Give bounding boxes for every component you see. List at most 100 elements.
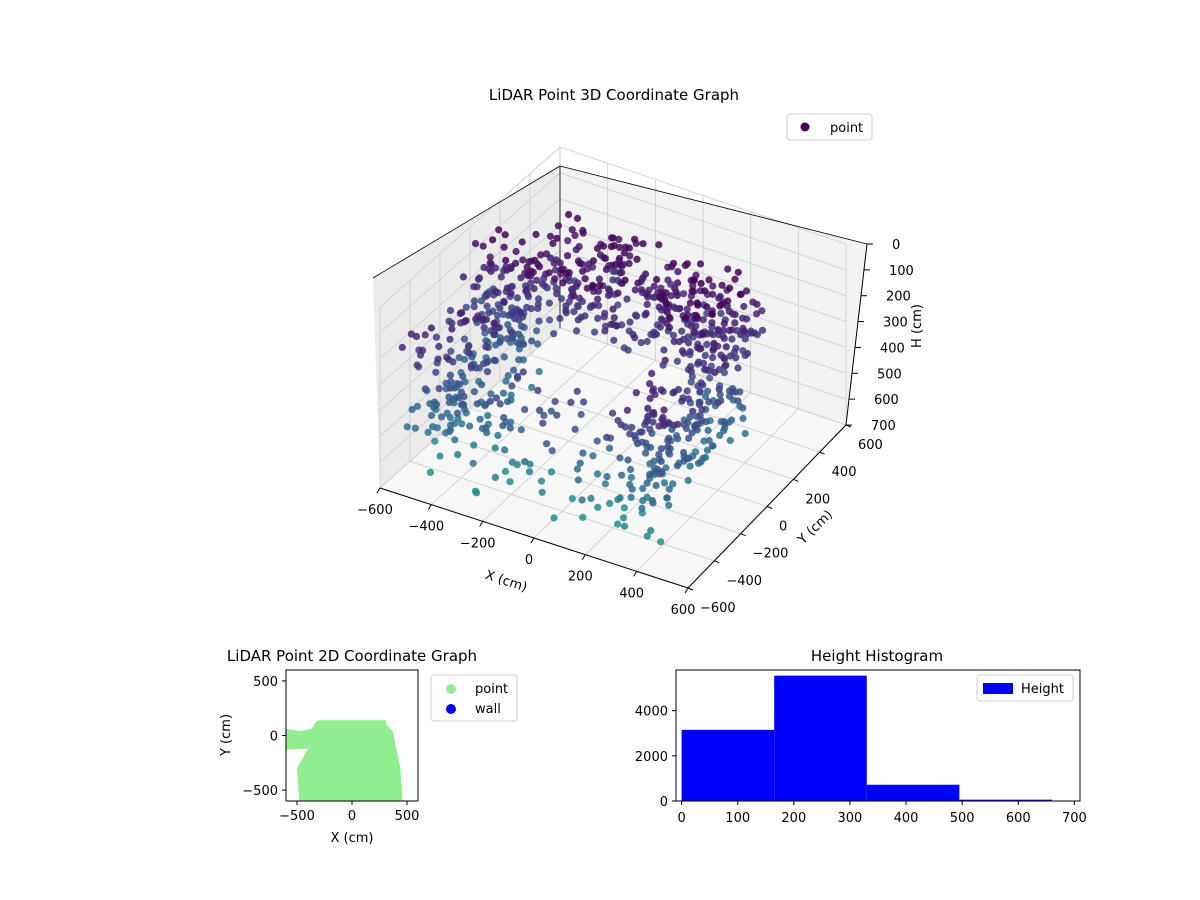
point-3d — [508, 458, 516, 466]
point-3d — [669, 480, 677, 488]
point-3d — [557, 266, 566, 274]
point-3d — [621, 276, 629, 284]
point-3d — [698, 406, 706, 414]
point-3d — [415, 363, 423, 371]
point-3d — [459, 372, 467, 380]
point-3d — [753, 300, 761, 308]
y-axis-label-2d: Y (cm) — [219, 714, 234, 757]
point-3d — [478, 381, 486, 389]
point-3d — [564, 237, 572, 245]
point-3d — [646, 425, 654, 433]
point-3d — [680, 421, 688, 429]
point-3d — [451, 436, 459, 444]
point-3d — [594, 314, 602, 322]
point-3d — [653, 275, 661, 284]
point-3d — [623, 406, 632, 414]
point-3d — [675, 305, 683, 313]
point-3d — [664, 443, 672, 451]
point-3d — [421, 385, 429, 393]
point-3d — [673, 462, 682, 470]
point-3d — [709, 290, 717, 298]
point-3d — [470, 303, 478, 311]
point-3d — [614, 301, 622, 309]
point-3d — [734, 364, 742, 372]
point-3d — [550, 330, 558, 338]
point-3d — [720, 334, 728, 342]
point-3d — [573, 214, 582, 222]
point-3d — [517, 426, 525, 434]
point-3d — [657, 315, 666, 323]
point-3d — [481, 293, 489, 301]
point-3d — [720, 355, 729, 363]
point-3d — [589, 283, 597, 291]
z-tick-label-3d: 700 — [871, 419, 896, 434]
point-3d — [483, 358, 491, 366]
point-3d — [665, 485, 673, 493]
point-3d — [651, 390, 659, 399]
point-3d — [412, 332, 421, 341]
point-3d — [443, 353, 451, 361]
point-3d — [471, 240, 480, 248]
point-3d — [581, 275, 589, 283]
point-3d — [673, 357, 682, 365]
x-tick-label-3d: 0 — [525, 553, 533, 568]
point-3d — [473, 489, 481, 497]
point-3d — [525, 258, 533, 266]
point-3d — [659, 413, 667, 421]
point-3d — [687, 378, 695, 386]
legend-2d-point-marker — [446, 684, 456, 694]
point-3d — [701, 365, 709, 373]
point-3d — [419, 346, 427, 354]
x-tick-label-3d: 600 — [671, 603, 696, 618]
point-3d — [483, 302, 491, 310]
point-3d — [671, 284, 679, 293]
point-3d — [438, 413, 446, 421]
z-tick-label-3d: 100 — [889, 264, 914, 279]
point-3d — [493, 311, 501, 319]
point-3d — [684, 395, 693, 403]
point-3d — [464, 343, 473, 351]
point-3d — [725, 326, 734, 334]
point-3d — [627, 473, 636, 482]
point-3d — [480, 324, 488, 332]
point-3d — [446, 335, 454, 343]
point-3d — [570, 292, 578, 300]
point-3d — [554, 222, 563, 230]
point-3d — [515, 330, 523, 338]
point-3d — [445, 393, 453, 401]
point-3d — [674, 268, 682, 276]
point-3d — [601, 480, 610, 488]
point-3d — [742, 287, 751, 295]
point-3d — [528, 383, 536, 391]
point-3d — [642, 449, 650, 457]
y-tick-label-2d: −500 — [242, 784, 278, 799]
point-3d — [662, 299, 670, 308]
point-3d — [686, 299, 695, 307]
point-3d — [545, 299, 554, 307]
point-3d — [642, 418, 650, 426]
point-3d — [603, 433, 611, 441]
point-3d — [580, 398, 588, 406]
point-3d — [455, 354, 463, 362]
point-3d — [701, 351, 709, 360]
y-tick-label-3d: 0 — [779, 520, 787, 535]
legend-3d-marker — [800, 122, 810, 132]
histogram-axes: Height Histogram 0 100 200 300 400 500 600 7000… — [635, 647, 1087, 826]
point-3d — [483, 368, 492, 376]
point-3d — [542, 250, 551, 258]
point-3d — [507, 264, 515, 273]
point-3d — [563, 252, 572, 260]
point-3d — [556, 259, 564, 267]
point-3d — [639, 497, 647, 505]
point-3d — [492, 288, 500, 296]
point-3d — [571, 425, 579, 433]
point-3d — [501, 446, 509, 454]
legend-3d-box — [786, 113, 873, 141]
point-3d — [705, 276, 713, 284]
point-3d — [509, 309, 518, 317]
point-3d — [490, 356, 498, 364]
point-3d — [508, 382, 516, 390]
point-3d — [486, 397, 494, 405]
point-3d — [643, 479, 651, 487]
